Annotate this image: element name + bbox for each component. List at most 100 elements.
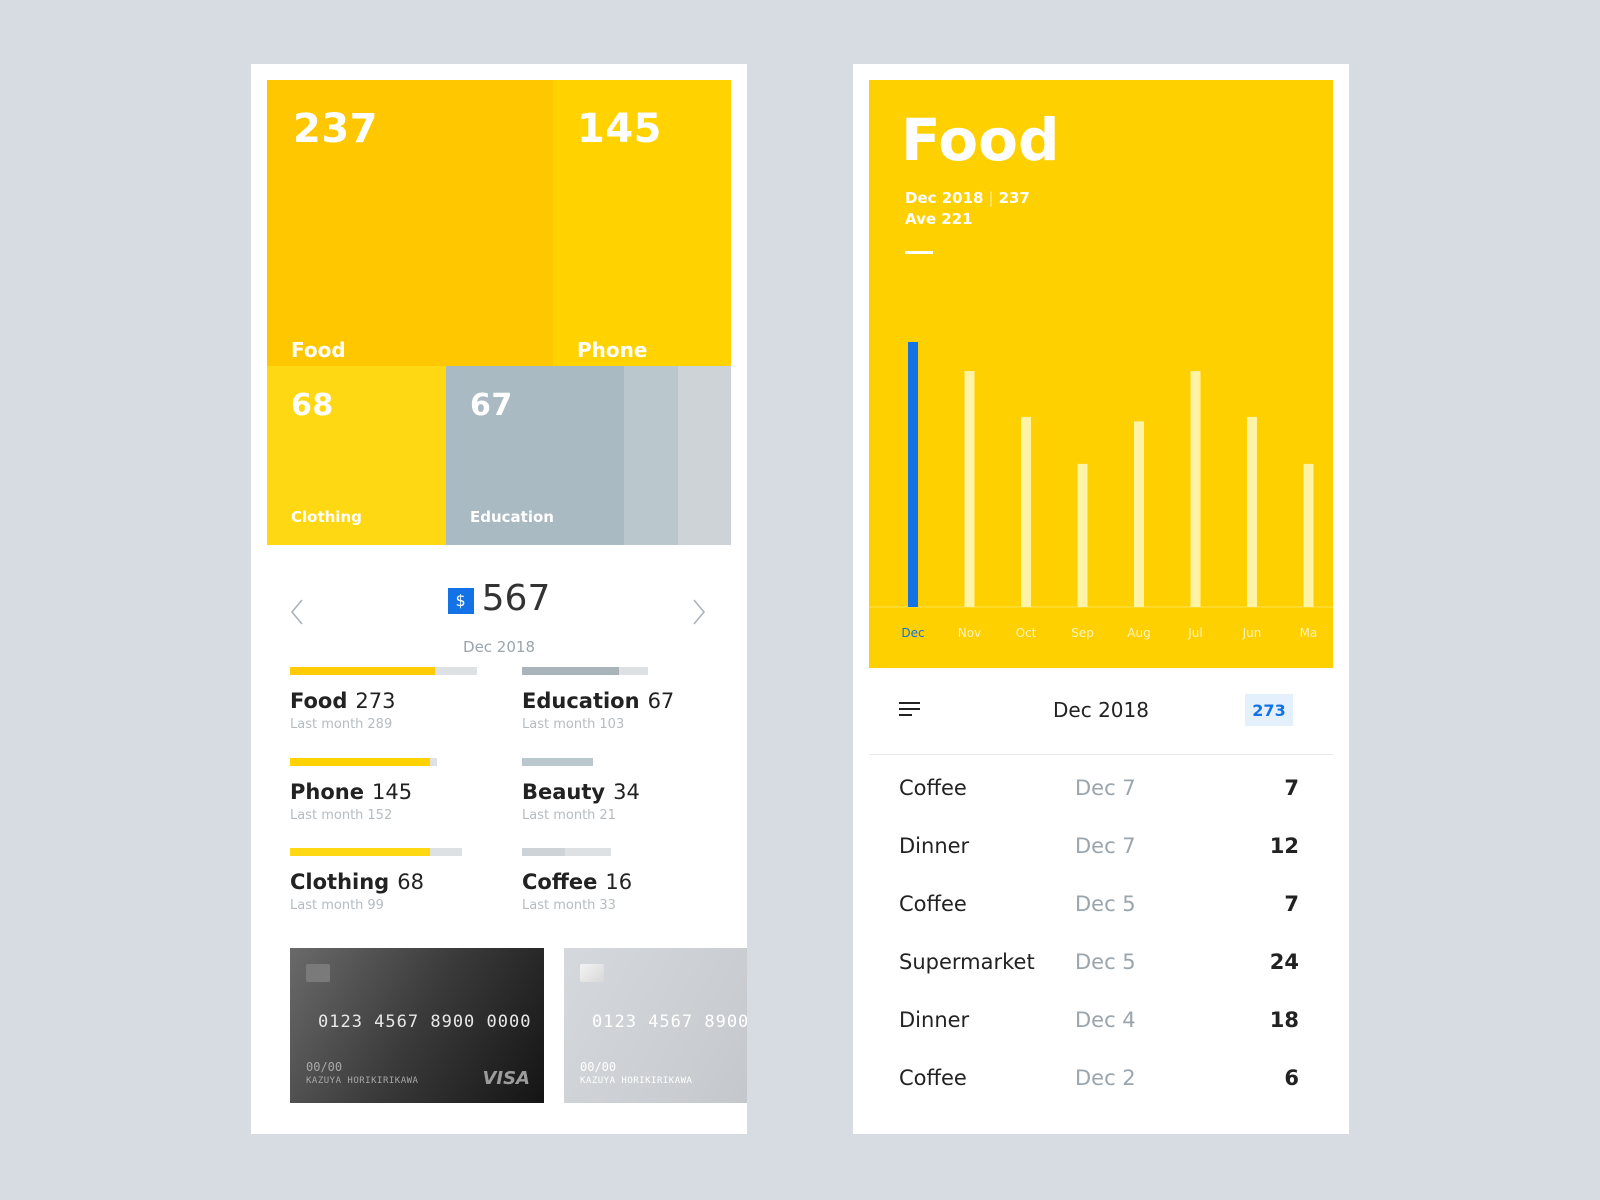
category-value: 16 <box>605 870 633 894</box>
treemap-tile-education[interactable]: 67 Education <box>446 366 624 545</box>
last-month-value: 33 <box>599 898 616 913</box>
chart-tick-label[interactable]: Oct <box>1016 626 1037 640</box>
transaction-name: Coffee <box>899 776 967 800</box>
chevron-right-icon <box>693 599 706 625</box>
detail-average: Ave 221 <box>905 210 973 228</box>
chart-bar-jun[interactable] <box>1247 416 1257 607</box>
chevron-left-icon <box>290 599 303 625</box>
treemap-tile-food[interactable]: 237 Food <box>267 80 553 366</box>
chart-bar-sep[interactable] <box>1077 463 1088 607</box>
total-amount: 567 <box>481 578 551 619</box>
treemap-tile-clothing[interactable]: 68 Clothing <box>267 366 446 545</box>
progress-bar-fill <box>290 848 430 856</box>
category-item-phone[interactable]: Phone 145 Last month 152 <box>290 758 490 823</box>
last-month-value: 289 <box>367 717 393 732</box>
overview-screen: 237 Food 145 Phone 68 Clothing 67 Educat… <box>251 64 747 1134</box>
progress-bar <box>290 848 462 856</box>
total-amount-row: $ 567 <box>251 578 747 619</box>
last-month-value: 103 <box>599 717 625 732</box>
tile-label: Clothing <box>291 508 362 526</box>
chart-bar-dec[interactable] <box>908 342 918 607</box>
transaction-name: Supermarket <box>899 950 1035 974</box>
food-summary-panel: Food Dec 2018 | 237 Ave 221 Dec Nov Oct Sep Au… <box>869 80 1333 668</box>
credit-card-visa[interactable]: 0123 4567 8900 0000 00/00 KAZUYA HORIKIR… <box>290 948 544 1103</box>
transaction-amount: 7 <box>1284 892 1299 916</box>
visa-logo-icon: VISA <box>482 1068 530 1089</box>
category-name: Clothing <box>290 870 390 894</box>
transaction-amount: 18 <box>1269 1008 1299 1032</box>
chart-bar-ma[interactable] <box>1303 463 1314 607</box>
category-item-food[interactable]: Food 273 Last month 289 <box>290 667 490 732</box>
chart-tick-label[interactable]: Aug <box>1127 626 1150 640</box>
chart-tick-label[interactable]: Nov <box>958 626 981 640</box>
progress-bar-fill <box>522 667 619 675</box>
detail-meta: Dec 2018 | 237 Ave 221 <box>905 189 1030 228</box>
last-month-label: Last month <box>522 898 596 913</box>
chart-tick-label[interactable]: Jul <box>1187 626 1202 640</box>
transaction-date: Dec 5 <box>1075 950 1136 974</box>
transaction-date: Dec 7 <box>1075 776 1136 800</box>
transaction-row[interactable]: Supermarket Dec 5 24 <box>869 950 1333 990</box>
transaction-amount: 24 <box>1269 950 1299 974</box>
category-name: Beauty <box>522 780 606 804</box>
transaction-amount: 6 <box>1284 1066 1299 1090</box>
list-total-badge: 273 <box>1245 694 1293 726</box>
list-period: Dec 2018 <box>1053 698 1149 722</box>
last-month-value: 99 <box>367 898 384 913</box>
transaction-row[interactable]: Coffee Dec 2 6 <box>869 1066 1333 1106</box>
chart-bar-oct[interactable] <box>1021 416 1031 607</box>
treemap-tile-phone[interactable]: 145 Phone <box>553 80 731 366</box>
last-month-label: Last month <box>290 898 364 913</box>
tile-value: 68 <box>291 388 334 423</box>
chart-bar-nov[interactable] <box>964 371 975 607</box>
category-name: Education <box>522 689 640 713</box>
transactions-header: Dec 2018 273 <box>869 668 1333 755</box>
chart-tick-label[interactable]: Jun <box>1242 626 1262 640</box>
transaction-row[interactable]: Coffee Dec 5 7 <box>869 892 1333 932</box>
transaction-row[interactable]: Dinner Dec 4 18 <box>869 1008 1333 1048</box>
card-expiry: 00/00 <box>580 1060 617 1074</box>
menu-icon[interactable] <box>899 698 921 720</box>
progress-bar-fill <box>290 667 435 675</box>
last-month-label: Last month <box>290 808 364 823</box>
category-item-clothing[interactable]: Clothing 68 Last month 99 <box>290 848 490 913</box>
tile-value: 237 <box>293 106 378 152</box>
chart-tick-label[interactable]: Dec <box>901 626 924 640</box>
treemap-tile-coffee[interactable] <box>678 366 731 545</box>
card-expiry: 00/00 <box>306 1060 343 1074</box>
progress-bar-fill <box>290 758 430 766</box>
category-item-beauty[interactable]: Beauty 34 Last month 21 <box>522 758 722 823</box>
progress-bar <box>522 667 648 675</box>
credit-card-silver[interactable]: 0123 4567 8900 0000 00/00 KAZUYA HORIKIR… <box>564 948 747 1103</box>
chart-bar-jul[interactable] <box>1190 371 1201 607</box>
tile-value: 67 <box>470 388 513 423</box>
card-holder: KAZUYA HORIKIRIKAWA <box>580 1076 693 1086</box>
transaction-row[interactable]: Coffee Dec 7 7 <box>869 776 1333 816</box>
chart-tick-label[interactable]: Ma <box>1300 626 1318 640</box>
progress-bar <box>290 667 477 675</box>
category-name: Coffee <box>522 870 598 894</box>
next-month-button[interactable] <box>687 594 711 630</box>
tile-label: Phone <box>577 338 648 362</box>
category-item-education[interactable]: Education 67 Last month 103 <box>522 667 722 732</box>
card-chip-icon <box>580 964 604 982</box>
transaction-amount: 7 <box>1284 776 1299 800</box>
chart-tick-label[interactable]: Sep <box>1071 626 1094 640</box>
transaction-row[interactable]: Dinner Dec 7 12 <box>869 834 1333 874</box>
progress-bar-fill <box>522 848 565 856</box>
prev-month-button[interactable] <box>285 594 309 630</box>
category-name: Phone <box>290 780 364 804</box>
progress-bar <box>522 848 611 856</box>
transaction-name: Dinner <box>899 834 970 858</box>
total-period: Dec 2018 <box>463 638 535 656</box>
category-item-coffee[interactable]: Coffee 16 Last month 33 <box>522 848 722 913</box>
card-number: 0123 4567 8900 0000 <box>592 1012 747 1032</box>
progress-bar <box>290 758 437 766</box>
category-value: 145 <box>371 780 413 804</box>
detail-amount: 237 <box>998 189 1030 207</box>
transaction-date: Dec 2 <box>1075 1066 1136 1090</box>
transaction-name: Coffee <box>899 1066 967 1090</box>
chart-bar-aug[interactable] <box>1134 421 1144 607</box>
monthly-bar-chart: Dec Nov Oct Sep Aug Jul Jun Ma <box>869 342 1333 640</box>
treemap-tile-beauty[interactable] <box>624 366 678 545</box>
